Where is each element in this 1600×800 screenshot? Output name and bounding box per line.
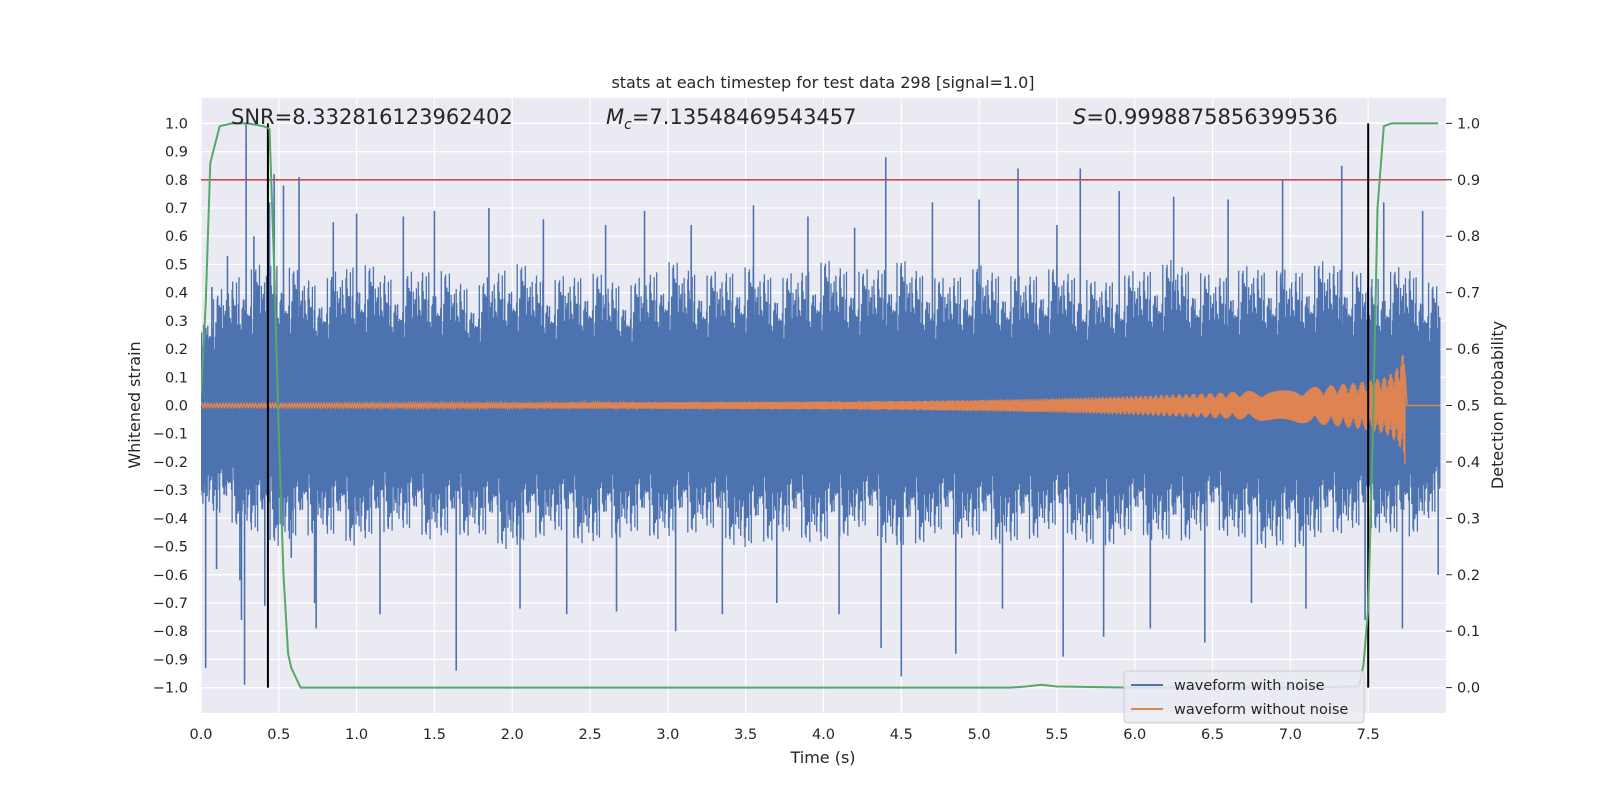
y2-axis-label: Detection probability [1488,321,1507,489]
legend-label-waveform-without-noise: waveform without noise [1174,702,1348,718]
y-tick-label: 0.7 [165,201,188,217]
y2-tick-label: 0.5 [1457,399,1480,415]
y-axis-label: Whitened strain [125,341,144,468]
tick-labels: 0.0 0.5 1.0 1.5 2.0 2.5 3.0 3.5 4.0 4.5 5.0 5.5 6.0 6… [153,116,1480,743]
x-tick-label: 7.5 [1357,727,1380,743]
y-tick-label: 0.1 [165,370,188,386]
x-tick-label: 2.5 [579,727,602,743]
chirp-mass-value: =7.13548469543457 [632,105,857,129]
x-tick-label: 4.5 [890,727,913,743]
y-tick-label: −0.7 [153,596,188,612]
x-tick-label: 0.5 [267,727,290,743]
y2-tick-label: 0.8 [1457,229,1480,245]
y2-tick-label: 0.4 [1457,455,1480,471]
legend-label-waveform-with-noise: waveform with noise [1174,678,1325,694]
y-tick-label: 1.0 [165,116,188,132]
x-tick-label: 0.0 [189,727,212,743]
y2-tick-label: 0.3 [1457,511,1480,527]
y-tick-label: −0.9 [153,652,188,668]
y-tick-label: −0.4 [153,511,188,527]
x-tick-label: 1.5 [423,727,446,743]
x-tick-label: 7.0 [1279,727,1302,743]
x-tick-label: 1.0 [345,727,368,743]
score-value: =0.9998875856399536 [1086,105,1337,129]
chart-title: stats at each timestep for test data 298… [611,73,1034,92]
x-tick-label: 3.0 [656,727,679,743]
y-tick-label: 0.6 [165,229,188,245]
y-tick-label: 0.5 [165,257,188,273]
chirp-mass-annotation: Mc=7.13548469543457 [606,105,857,133]
y-tick-label: 0.4 [165,286,188,302]
y-tick-label: −0.3 [153,483,188,499]
score-annotation: S=0.9998875856399536 [1073,105,1338,129]
y-tick-label: 0.9 [165,145,188,161]
x-tick-label: 6.5 [1201,727,1224,743]
y2-tick-label: 0.1 [1457,624,1480,640]
y-tick-label: −1.0 [153,681,188,697]
chirp-mass-subscript: c [624,117,632,133]
y-tick-label: 0.2 [165,342,188,358]
y2-tick-label: 0.2 [1457,568,1480,584]
y2-tick-label: 0.6 [1457,342,1480,358]
y2-tick-label: 0.7 [1457,286,1480,302]
y-tick-label: −0.6 [153,568,188,584]
snr-annotation: SNR=8.332816123962402 [231,105,513,129]
y-tick-label: 0.8 [165,173,188,189]
clean-waveform-chirp [201,354,1440,465]
y2-tick-label: 0.9 [1457,173,1480,189]
y2-tick-label: 1.0 [1457,116,1480,132]
x-axis-label: Time (s) [789,748,855,767]
score-symbol: S [1073,105,1086,129]
y-tick-label: 0.0 [165,399,188,415]
x-tick-label: 4.0 [812,727,835,743]
detection-probability-line [201,122,1439,689]
y2-tick-label: 0.0 [1457,681,1480,697]
legend: waveform with noise waveform without noi… [1123,670,1365,724]
y-tick-label: 0.3 [165,314,188,330]
data-layer [201,123,1441,685]
y-tick-label: −0.1 [153,427,188,443]
x-tick-label: 2.0 [501,727,524,743]
overlay-layer [201,122,1446,689]
y-tick-label: −0.5 [153,540,188,556]
x-tick-label: 5.5 [1045,727,1068,743]
x-tick-label: 5.0 [968,727,991,743]
x-tick-label: 3.5 [734,727,757,743]
legend-box [1123,670,1365,724]
chirp-mass-symbol: M [606,105,624,129]
x-tick-label: 6.0 [1123,727,1146,743]
y-tick-label: −0.2 [153,455,188,471]
y-tick-label: −0.8 [153,624,188,640]
